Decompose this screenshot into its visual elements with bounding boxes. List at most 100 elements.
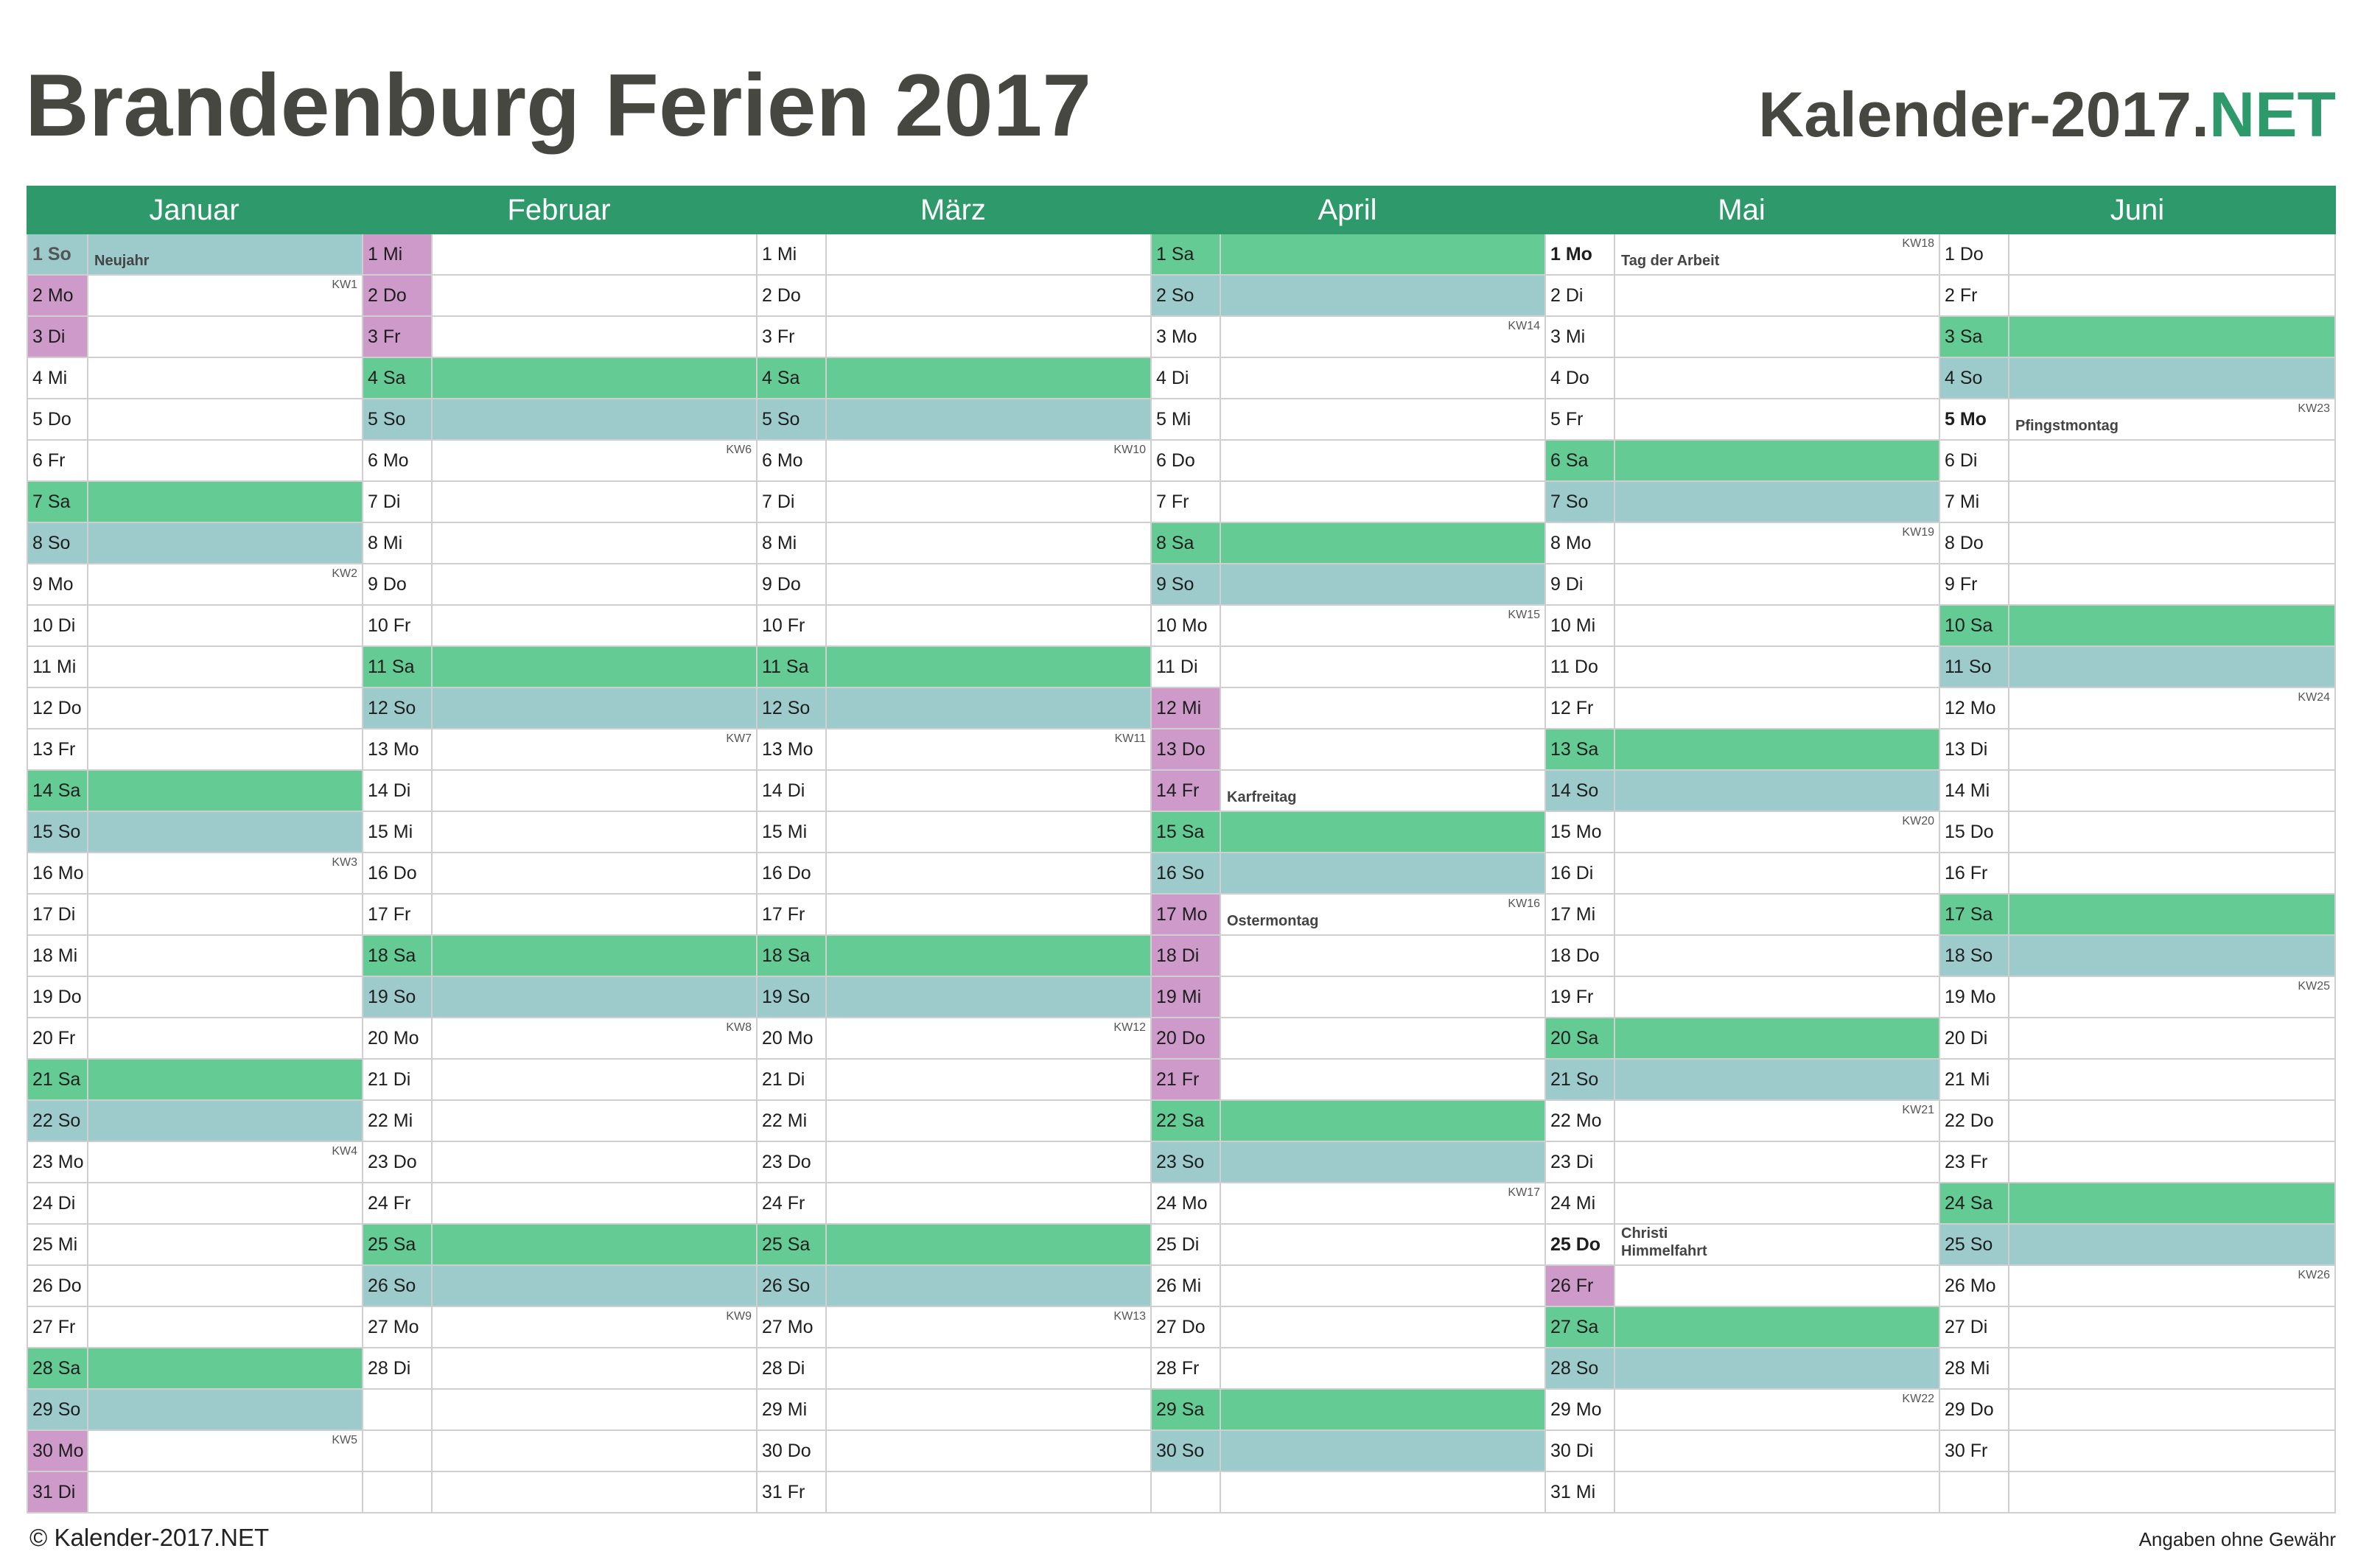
day-label: 14 Di (362, 771, 433, 811)
day-note-cell (827, 606, 1150, 645)
day-row: 18 Mi (27, 936, 362, 977)
day-note-cell (1615, 936, 1939, 976)
day-row: 4 Sa (756, 358, 1150, 399)
day-label (362, 1390, 433, 1429)
day-label: 12 Fr (1544, 688, 1615, 728)
day-row: 24 Di (27, 1183, 362, 1225)
day-label: 2 So (1150, 276, 1221, 315)
day-row: 22 So (27, 1101, 362, 1142)
day-note-cell (433, 936, 756, 976)
day-row: 2 So (1150, 276, 1544, 317)
day-note-cell (88, 895, 362, 934)
day-row: 28 Di (362, 1348, 756, 1390)
day-row: 6 Fr (27, 441, 362, 482)
day-note-cell: KW7 (433, 729, 756, 769)
day-row: 10 Di (27, 606, 362, 647)
week-number: KW26 (2298, 1269, 2330, 1281)
day-label: 10 Di (27, 606, 88, 645)
day-note-cell: KW22 (1615, 1390, 1939, 1429)
day-label: 7 Di (756, 482, 827, 522)
day-row: 23 Do (756, 1142, 1150, 1183)
day-note-cell (827, 317, 1150, 357)
day-row: 19 Mi (1150, 977, 1544, 1018)
day-note-cell (433, 234, 756, 274)
day-note-cell (1221, 812, 1544, 852)
day-label: 10 Sa (1939, 606, 2009, 645)
day-label: 26 Fr (1544, 1266, 1615, 1306)
day-row: 5 So (756, 399, 1150, 441)
day-note-cell (1221, 1101, 1544, 1141)
day-label: 2 Mo (27, 276, 88, 315)
day-note-cell (2009, 1101, 2336, 1141)
day-label: 15 Sa (1150, 812, 1221, 852)
day-row: 9 So (1150, 564, 1544, 606)
day-row: 6 Mo KW10 (756, 441, 1150, 482)
day-note-cell (88, 606, 362, 645)
day-note-cell (1615, 771, 1939, 811)
day-label: 13 Fr (27, 729, 88, 769)
day-label: 19 So (362, 977, 433, 1017)
day-note-cell (88, 977, 362, 1017)
day-label: 13 Di (1939, 729, 2009, 769)
day-note-cell (2009, 1018, 2336, 1058)
day-note-cell (433, 1472, 756, 1512)
day-note-cell: KW11 (827, 729, 1150, 769)
day-row: 13 Sa (1544, 729, 1939, 771)
day-note-cell (2009, 1060, 2336, 1099)
brand-tld: NET (2209, 80, 2336, 150)
day-row: 14 Di (362, 771, 756, 812)
day-label: 19 Mi (1150, 977, 1221, 1017)
day-label: 24 Sa (1939, 1183, 2009, 1223)
day-row: 29 So (27, 1390, 362, 1431)
day-row: 17 Sa (1939, 895, 2336, 936)
day-label: 16 Do (362, 853, 433, 893)
day-note-cell (2009, 729, 2336, 769)
day-row: 29 Sa (1150, 1390, 1544, 1431)
day-label: 27 Do (1150, 1307, 1221, 1347)
day-note-cell (88, 317, 362, 357)
day-label: 17 Fr (362, 895, 433, 934)
day-note-cell (433, 1142, 756, 1182)
day-row: 3 Mo KW14 (1150, 317, 1544, 358)
day-label: 24 Mi (1544, 1183, 1615, 1223)
day-label: 8 Mo (1544, 523, 1615, 563)
day-label: 15 Mi (362, 812, 433, 852)
day-row: 5 Mo KW23 Pfingstmontag (1939, 399, 2336, 441)
day-row: 4 Sa (362, 358, 756, 399)
day-label: 7 Sa (27, 482, 88, 522)
day-note-cell (1615, 1142, 1939, 1182)
day-row: 13 Di (1939, 729, 2336, 771)
day-note-cell (88, 1018, 362, 1058)
day-note-cell: Karfreitag (1221, 771, 1544, 811)
month-column: April 1 Sa 2 So 3 Mo KW14 4 Di 5 Mi 6 Do 7 Fr 8 S… (1150, 186, 1544, 1515)
day-row: 9 Fr (1939, 564, 2336, 606)
day-label: 23 Di (1544, 1142, 1615, 1182)
day-label: 21 Di (362, 1060, 433, 1099)
day-label: 28 Fr (1150, 1348, 1221, 1388)
day-note-cell (1221, 1390, 1544, 1429)
day-row: 17 Mi (1544, 895, 1939, 936)
day-note-cell (2009, 358, 2336, 398)
day-row: 10 Mi (1544, 606, 1939, 647)
day-note-cell: KW24 (2009, 688, 2336, 728)
month-header: März (756, 186, 1150, 234)
day-label: 3 Fr (756, 317, 827, 357)
day-row: 17 Di (27, 895, 362, 936)
day-row: 1 Mi (756, 234, 1150, 276)
day-label: 1 Mo (1544, 234, 1615, 274)
holiday-label: Neujahr (94, 253, 150, 269)
day-label: 22 Sa (1150, 1101, 1221, 1141)
day-row: 1 So Neujahr (27, 234, 362, 276)
day-note-cell (88, 441, 362, 480)
day-row: 2 Do (362, 276, 756, 317)
day-row: 18 Do (1544, 936, 1939, 977)
day-note-cell (1615, 1431, 1939, 1471)
day-row: 4 Mi (27, 358, 362, 399)
day-row: 12 Mi (1150, 688, 1544, 729)
day-label: 3 Mi (1544, 317, 1615, 357)
day-row: 15 Mo KW20 (1544, 812, 1939, 853)
day-label: 1 Mi (756, 234, 827, 274)
day-note-cell (88, 358, 362, 398)
week-number: KW10 (1113, 444, 1146, 456)
day-row: 6 Sa (1544, 441, 1939, 482)
